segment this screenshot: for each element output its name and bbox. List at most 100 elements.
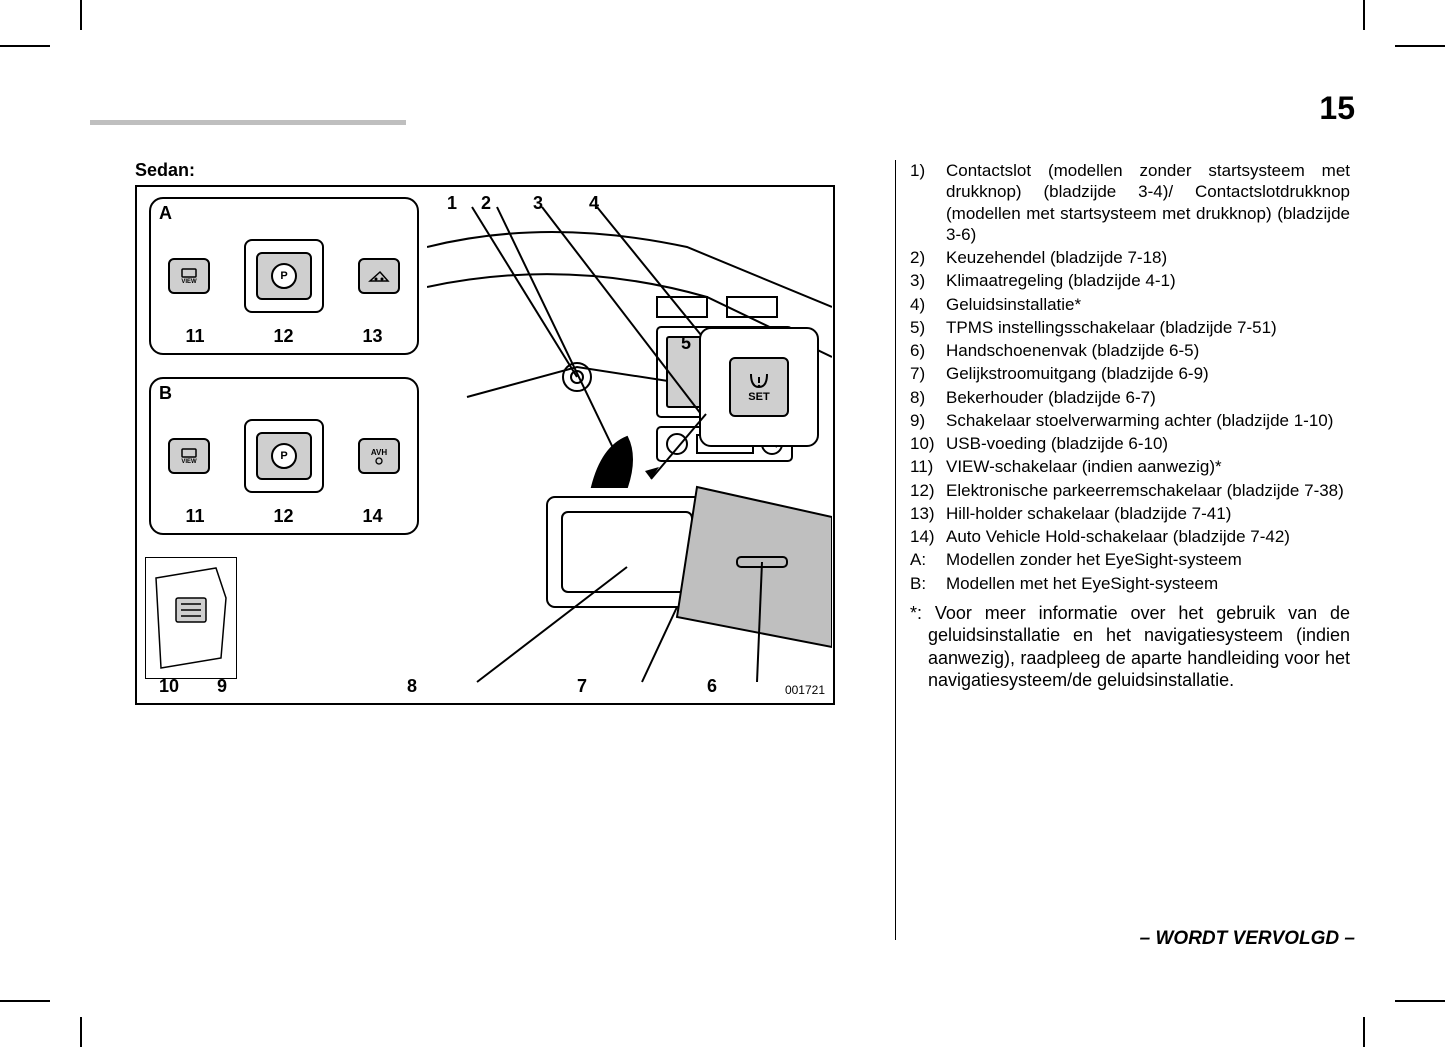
legend-number: 11)	[910, 456, 946, 479]
legend-text: Auto Vehicle Hold-schakelaar (bladzijde …	[946, 526, 1350, 549]
callout-num: 1	[447, 193, 457, 214]
callout-num: 2	[481, 193, 491, 214]
legend-number: 2)	[910, 247, 946, 270]
callout-num: 13	[362, 326, 382, 347]
tpms-set-label: SET	[748, 391, 769, 403]
legend-number: 13)	[910, 503, 946, 526]
inset-a-numbers: 11 12 13	[151, 326, 417, 347]
hill-button-icon	[358, 258, 400, 294]
legend-row: 11)VIEW-schakelaar (indien aanwezig)*	[910, 456, 1350, 479]
legend-number: 10)	[910, 433, 946, 456]
inset-5: SET	[699, 327, 819, 447]
legend-text: Schakelaar stoelverwarming achter (bladz…	[946, 410, 1350, 433]
park-button-icon: P	[256, 252, 312, 300]
continued-label: – WORDT VERVOLGD –	[1140, 928, 1355, 950]
legend-text: Hill-holder schakelaar (bladzijde 7-41)	[946, 503, 1350, 526]
legend-row: 10)USB-voeding (bladzijde 6-10)	[910, 433, 1350, 456]
figure-title: Sedan:	[135, 160, 835, 181]
legend-text: USB-voeding (bladzijde 6-10)	[946, 433, 1350, 456]
callout-5: 5	[681, 333, 691, 354]
legend-text: Modellen met het EyeSight-systeem	[946, 573, 1350, 596]
legend-row: 2)Keuzehendel (bladzijde 7-18)	[910, 247, 1350, 270]
content-area: Sedan:	[135, 160, 1355, 950]
legend-number: 8)	[910, 387, 946, 410]
callout-num: 7	[577, 676, 587, 697]
callout-num: 11	[185, 326, 204, 347]
p-circle-icon: P	[271, 443, 297, 469]
view-button-icon: VIEW	[168, 258, 210, 294]
figure-column: Sedan:	[135, 160, 835, 705]
legend-row: 14)Auto Vehicle Hold-schakelaar (bladzij…	[910, 526, 1350, 549]
callout-num: 8	[407, 676, 417, 697]
legend-row: 8)Bekerhouder (bladzijde 6-7)	[910, 387, 1350, 410]
legend-text: Klimaatregeling (bladzijde 4-1)	[946, 270, 1350, 293]
legend-row: 6)Handschoenenvak (bladzijde 6-5)	[910, 340, 1350, 363]
legend-row: 3)Klimaatregeling (bladzijde 4-1)	[910, 270, 1350, 293]
legend-text: TPMS instellingsschakelaar (bladzijde 7-…	[946, 317, 1350, 340]
inset-b-buttons: VIEW P AVH	[151, 419, 417, 493]
legend-text: Geluidsinstallatie*	[946, 294, 1350, 317]
callout-num: 12	[273, 506, 293, 527]
callout-num: 10	[159, 676, 179, 697]
footnote: *: Voor meer informatie over het gebruik…	[910, 602, 1350, 692]
usb-icon	[146, 558, 236, 678]
legend-number: 5)	[910, 317, 946, 340]
park-button-icon: P	[256, 432, 312, 480]
figure-id: 001721	[785, 683, 825, 697]
text-column: 1)Contactslot (modellen zonder startsyst…	[910, 160, 1350, 692]
header-rule	[90, 120, 1355, 125]
page-number: 15	[1319, 90, 1355, 127]
tpms-button-icon: SET	[729, 357, 789, 417]
page: 1 5 Sedan:	[90, 100, 1355, 950]
legend-row: 4)Geluidsinstallatie*	[910, 294, 1350, 317]
legend-list: 1)Contactslot (modellen zonder startsyst…	[910, 160, 1350, 596]
callout-num: 12	[273, 326, 293, 347]
legend-text: Keuzehendel (bladzijde 7-18)	[946, 247, 1350, 270]
park-frame: P	[244, 239, 324, 313]
inset-b-label: B	[159, 383, 172, 404]
legend-text: Gelijkstroomuitgang (bladzijde 6-9)	[946, 363, 1350, 386]
callout-num: 3	[533, 193, 543, 214]
legend-text: Modellen zonder het EyeSight-systeem	[946, 549, 1350, 572]
legend-number: 6)	[910, 340, 946, 363]
legend-number: 4)	[910, 294, 946, 317]
usb-inset-illustration	[145, 557, 237, 679]
legend-text: Bekerhouder (bladzijde 6-7)	[946, 387, 1350, 410]
legend-row: 9)Schakelaar stoelverwarming achter (bla…	[910, 410, 1350, 433]
legend-number: B:	[910, 573, 946, 596]
callout-num: 9	[217, 676, 227, 697]
legend-row: B:Modellen met het EyeSight-systeem	[910, 573, 1350, 596]
view-label: VIEW	[181, 459, 196, 465]
avh-button-icon: AVH	[358, 438, 400, 474]
column-divider	[895, 160, 896, 940]
legend-number: 12)	[910, 480, 946, 503]
legend-row: A:Modellen zonder het EyeSight-systeem	[910, 549, 1350, 572]
legend-text: VIEW-schakelaar (indien aanwezig)*	[946, 456, 1350, 479]
legend-text: Elektronische parkeerremschakelaar (blad…	[946, 480, 1350, 503]
legend-row: 12)Elektronische parkeerremschakelaar (b…	[910, 480, 1350, 503]
p-circle-icon: P	[271, 263, 297, 289]
legend-number: A:	[910, 549, 946, 572]
legend-row: 13)Hill-holder schakelaar (bladzijde 7-4…	[910, 503, 1350, 526]
callout-num: 11	[185, 506, 204, 527]
legend-row: 1)Contactslot (modellen zonder startsyst…	[910, 160, 1350, 247]
legend-number: 3)	[910, 270, 946, 293]
view-label: VIEW	[181, 279, 196, 285]
legend-text: Contactslot (modellen zonder startsystee…	[946, 160, 1350, 247]
legend-text: Handschoenenvak (bladzijde 6-5)	[946, 340, 1350, 363]
legend-number: 7)	[910, 363, 946, 386]
tpms-icon	[747, 371, 771, 391]
legend-number: 14)	[910, 526, 946, 549]
callout-num: 14	[362, 506, 382, 527]
figure-box: A VIEW P	[135, 185, 835, 705]
legend-number: 9)	[910, 410, 946, 433]
inset-a-label: A	[159, 203, 172, 224]
tpms-pointer-icon	[641, 409, 711, 489]
callout-num: 6	[707, 676, 717, 697]
legend-row: 7)Gelijkstroomuitgang (bladzijde 6-9)	[910, 363, 1350, 386]
legend-row: 5)TPMS instellingsschakelaar (bladzijde …	[910, 317, 1350, 340]
inset-b-numbers: 11 12 14	[151, 506, 417, 527]
avh-label: AVH	[371, 448, 387, 457]
legend-number: 1)	[910, 160, 946, 247]
view-button-icon: VIEW	[168, 438, 210, 474]
